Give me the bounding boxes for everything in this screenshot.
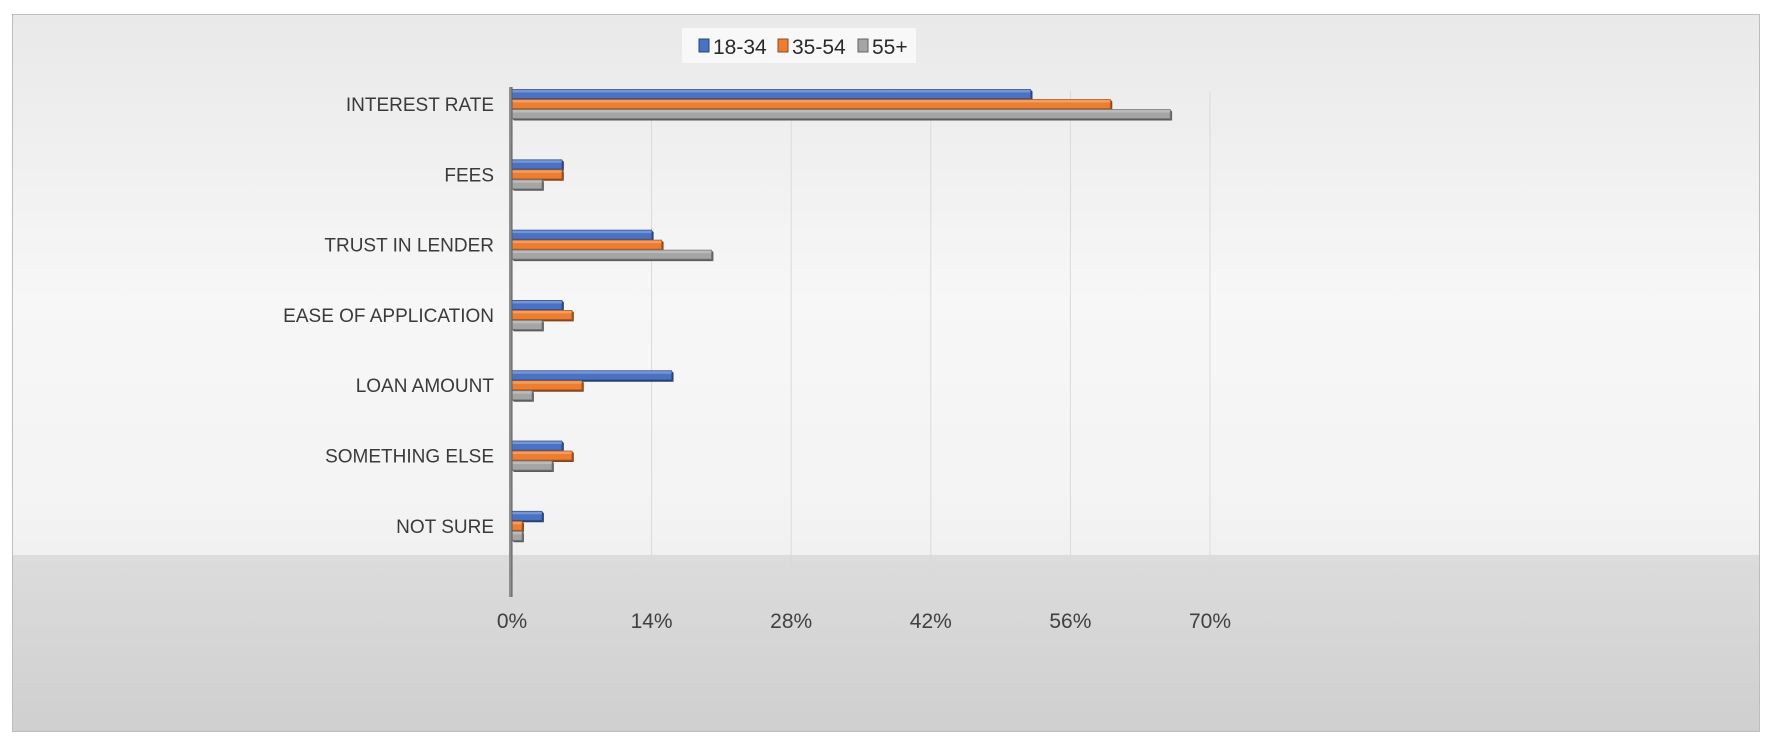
legend-label: 18-34 <box>713 36 767 59</box>
category-label-fees: FEES <box>444 165 494 186</box>
bar-not-sure-55 <box>511 530 524 543</box>
bar-not-sure-18-34 <box>511 510 544 523</box>
legend-label: 35-54 <box>792 36 846 59</box>
bar-something-else-35-54 <box>511 450 574 462</box>
chart-floor <box>13 555 1759 731</box>
axis-line <box>509 87 512 597</box>
bar-loan-amount-18-34 <box>511 370 674 382</box>
legend-swatch <box>698 38 710 53</box>
bar-ease-of-application-18-34 <box>511 299 564 312</box>
category-label-something-else: SOMETHING ELSE <box>325 447 494 468</box>
bar-something-else-18-34 <box>511 440 564 452</box>
bar-interest-rate-18-34 <box>511 89 1033 101</box>
category-label-interest-rate: INTEREST RATE <box>346 95 494 116</box>
tick-label-0: 0% <box>497 610 527 633</box>
bar-ease-of-application-35-54 <box>511 309 574 322</box>
bar-ease-of-application-55 <box>511 319 544 332</box>
legend: 18-34 35-54 55+ <box>682 28 916 63</box>
legend-label: 55+ <box>872 36 908 59</box>
category-label-trust-in-lender: TRUST IN LENDER <box>324 236 494 257</box>
tick-label-70: 70% <box>1189 610 1231 633</box>
legend-box <box>682 28 916 63</box>
bar-fees-55 <box>511 179 544 191</box>
value-axis <box>509 87 513 597</box>
tick-label-28: 28% <box>770 610 812 633</box>
bar-loan-amount-35-54 <box>511 380 584 392</box>
bar-not-sure-35-54 <box>511 520 524 533</box>
bar-trust-in-lender-55 <box>511 249 714 262</box>
category-label-not-sure: NOT SURE <box>396 517 494 538</box>
bar-interest-rate-35-54 <box>511 99 1113 111</box>
bars <box>511 89 1173 543</box>
tick-labels: 0% 14% 28% 42% 56% 70% <box>497 610 1231 633</box>
category-label-loan-amount: LOAN AMOUNT <box>356 376 495 397</box>
bar-fees-18-34 <box>511 159 564 171</box>
chart-frame: INTEREST RATE FEES TRUST IN LENDER EASE OF … <box>12 14 1760 732</box>
bar-trust-in-lender-35-54 <box>511 239 664 252</box>
floor-band <box>13 555 1759 731</box>
bar-interest-rate-55 <box>511 109 1173 121</box>
legend-item-18-34: 18-34 <box>698 36 767 59</box>
legend-item-35-54: 35-54 <box>777 36 846 59</box>
bar-chart: INTEREST RATE FEES TRUST IN LENDER EASE OF … <box>13 28 1759 731</box>
legend-swatch <box>777 38 789 53</box>
legend-swatch <box>857 38 869 53</box>
tick-label-56: 56% <box>1049 610 1091 633</box>
bar-fees-35-54 <box>511 169 564 181</box>
tick-label-42: 42% <box>910 610 952 633</box>
category-label-ease-of-application: EASE OF APPLICATION <box>283 306 494 327</box>
bar-trust-in-lender-18-34 <box>511 229 654 242</box>
bar-loan-amount-55 <box>511 390 534 402</box>
bar-something-else-55 <box>511 460 554 472</box>
category-labels: INTEREST RATE FEES TRUST IN LENDER EASE OF … <box>283 95 494 538</box>
gridlines <box>651 91 1211 593</box>
tick-label-14: 14% <box>631 610 673 633</box>
legend-item-55: 55+ <box>857 36 908 59</box>
